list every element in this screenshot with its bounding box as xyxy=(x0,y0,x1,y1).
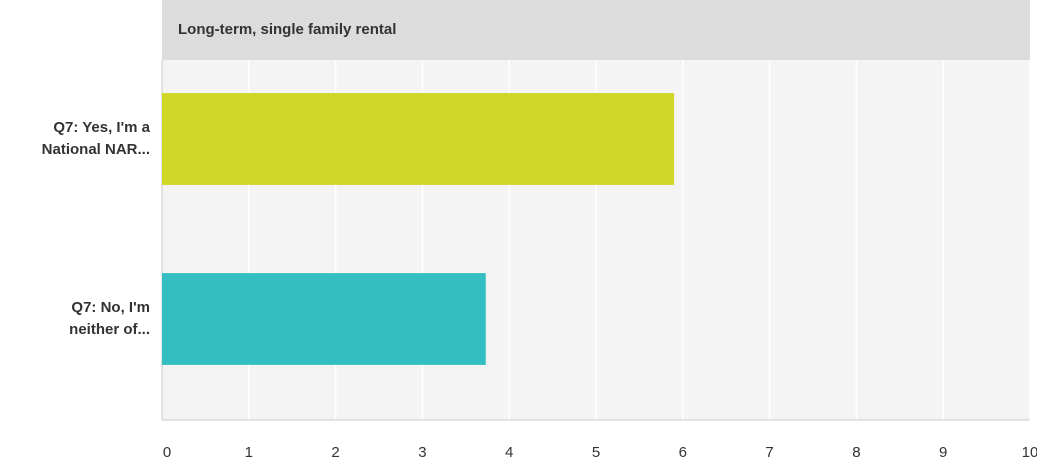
x-tick-label: 8 xyxy=(852,444,860,461)
x-tick-label: 1 xyxy=(245,444,253,461)
x-tick-label: 9 xyxy=(939,444,947,461)
x-tick-label: 4 xyxy=(505,444,513,461)
category-label: Q7: Yes, I'm a National NAR... xyxy=(10,99,150,179)
bar xyxy=(162,93,675,185)
x-tick-label: 10 xyxy=(1022,444,1037,461)
header-bar xyxy=(162,0,1030,60)
chart-title: Long-term, single family rental xyxy=(178,21,396,38)
x-tick-label: 7 xyxy=(765,444,773,461)
category-text: Q7: No, I'm neither of... xyxy=(69,299,150,338)
y-tick-label: Q7: No, I'm neither of... xyxy=(10,279,150,359)
y-tick-label: Q7: Yes, I'm a National NAR... xyxy=(10,99,150,179)
bar xyxy=(162,273,486,365)
x-tick-label: 6 xyxy=(679,444,687,461)
category-text: Q7: Yes, I'm a National NAR... xyxy=(41,119,150,158)
x-tick-label: 5 xyxy=(592,444,600,461)
x-tick-label: 0 xyxy=(163,444,171,461)
category-label: Q7: No, I'm neither of... xyxy=(10,279,150,359)
x-tick-label: 2 xyxy=(331,444,339,461)
x-tick-label: 3 xyxy=(418,444,426,461)
